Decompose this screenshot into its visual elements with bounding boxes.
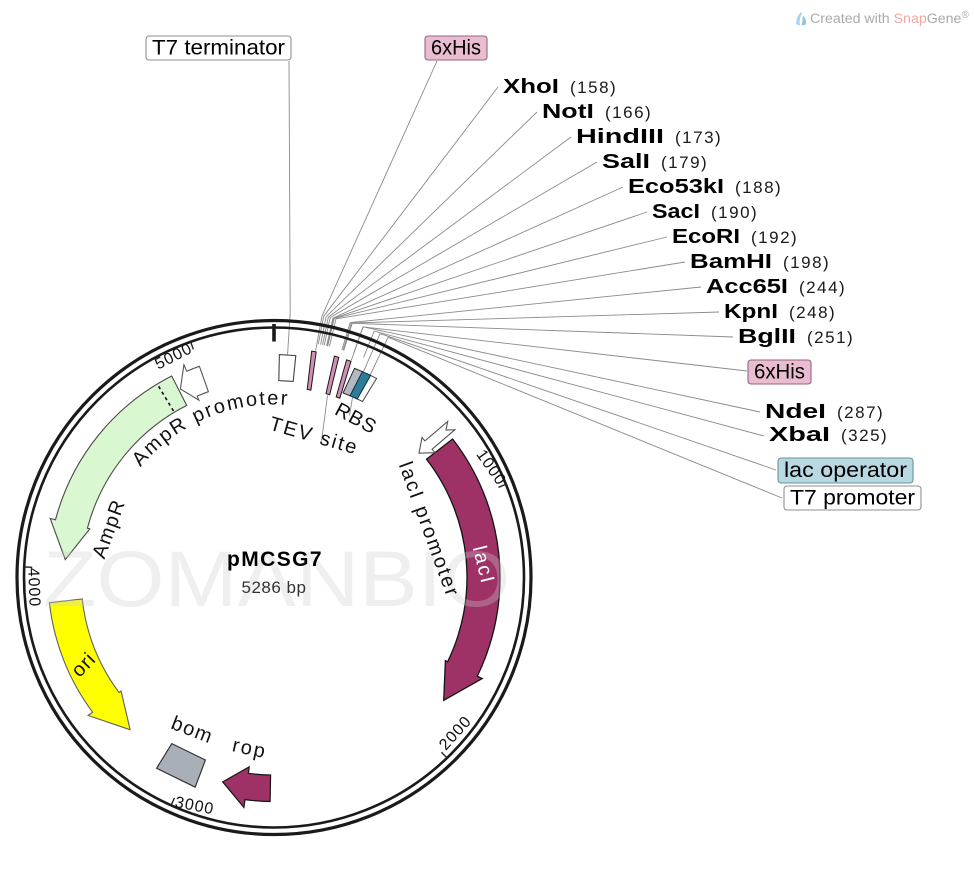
- svg-text:HindIII: HindIII: [576, 126, 664, 148]
- svg-text:(166): (166): [605, 103, 652, 122]
- svg-text:KpnI: KpnI: [724, 301, 778, 323]
- svg-text:(287): (287): [837, 403, 884, 422]
- svg-text:4000: 4000: [24, 567, 42, 607]
- svg-text:Created with SnapGene®: Created with SnapGene®: [810, 10, 969, 27]
- svg-text:NotI: NotI: [542, 101, 594, 123]
- svg-text:(173): (173): [675, 128, 722, 147]
- svg-text:(244): (244): [799, 278, 846, 297]
- svg-text:(179): (179): [661, 153, 708, 172]
- svg-text:Acc65I: Acc65I: [706, 276, 788, 298]
- svg-text:(198): (198): [783, 253, 830, 272]
- svg-text:(325): (325): [841, 426, 888, 445]
- svg-text:(251): (251): [807, 328, 854, 347]
- svg-text:Eco53kI: Eco53kI: [628, 176, 724, 198]
- svg-text:(192): (192): [751, 228, 798, 247]
- svg-text:BamHI: BamHI: [690, 251, 772, 273]
- svg-text:NdeI: NdeI: [765, 401, 826, 423]
- svg-text:5286 bp: 5286 bp: [242, 578, 307, 597]
- svg-text:6xHis: 6xHis: [754, 361, 805, 384]
- svg-text:BglII: BglII: [738, 326, 796, 348]
- svg-text:(248): (248): [789, 303, 836, 322]
- svg-text:(158): (158): [570, 78, 617, 97]
- svg-text:ZOMANBIO: ZOMANBIO: [43, 534, 510, 623]
- svg-text:EcoRI: EcoRI: [672, 226, 740, 248]
- svg-text:XbaI: XbaI: [769, 424, 830, 446]
- svg-text:pMCSG7: pMCSG7: [227, 548, 323, 571]
- svg-text:lac operator: lac operator: [784, 459, 907, 482]
- svg-text:(190): (190): [711, 203, 758, 222]
- svg-text:SalI: SalI: [602, 151, 650, 173]
- svg-text:T7 promoter: T7 promoter: [790, 487, 915, 510]
- svg-text:T7 terminator: T7 terminator: [152, 37, 285, 60]
- svg-text:6xHis: 6xHis: [431, 37, 481, 60]
- svg-text:(188): (188): [735, 178, 782, 197]
- svg-text:XhoI: XhoI: [503, 76, 559, 98]
- svg-text:SacI: SacI: [652, 201, 700, 223]
